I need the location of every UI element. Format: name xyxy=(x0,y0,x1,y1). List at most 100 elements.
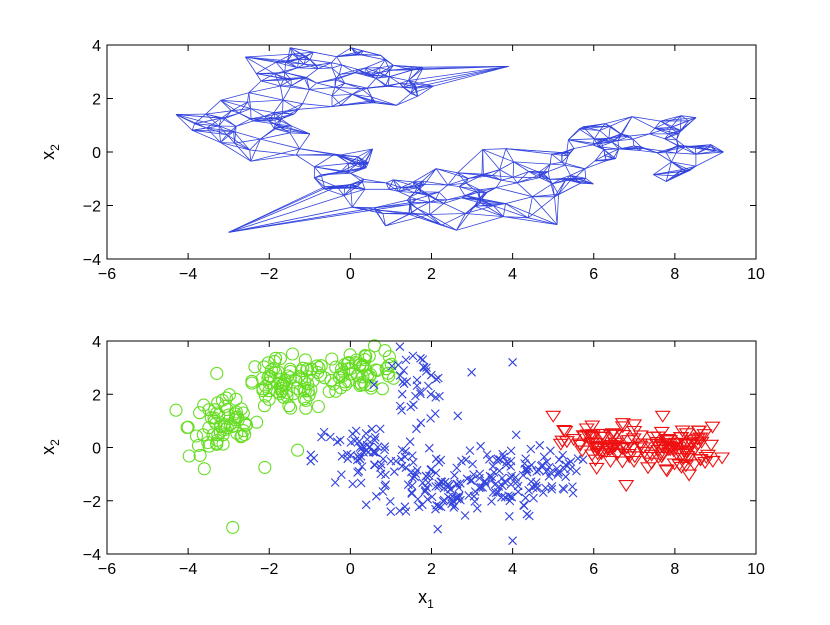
network-edge xyxy=(632,133,650,140)
network-edge xyxy=(221,110,232,119)
network-edge xyxy=(408,80,434,87)
network-edge xyxy=(458,186,466,196)
scatter-point-circle xyxy=(314,368,328,382)
network-edge xyxy=(412,181,418,189)
network-edge xyxy=(653,169,691,175)
network-edge xyxy=(364,67,372,76)
network-edge xyxy=(499,161,514,170)
network-edge xyxy=(416,187,422,193)
scatter-series-x xyxy=(306,342,588,546)
network-edge xyxy=(192,129,221,143)
scatter-point-circle xyxy=(297,392,311,406)
scatter-point-x xyxy=(547,484,557,494)
scatter-point-x xyxy=(487,475,497,485)
network-edge xyxy=(666,169,691,182)
network-xtick-label: 0 xyxy=(346,266,355,283)
network-edge xyxy=(250,154,297,162)
network-edge xyxy=(447,184,460,187)
network-edge xyxy=(664,138,677,141)
network-edge xyxy=(414,66,509,85)
scatter-point-x xyxy=(380,481,390,491)
network-edge xyxy=(283,72,286,79)
scatter-point-circle xyxy=(327,377,341,391)
scatter-point-x xyxy=(425,471,434,481)
scatter-point-x xyxy=(452,463,462,473)
network-edge xyxy=(340,167,363,172)
network-edge xyxy=(402,80,409,88)
scatter-point-triangle xyxy=(555,425,573,438)
scatter-point-x xyxy=(319,427,329,437)
network-edge xyxy=(678,145,697,155)
scatter-point-triangle xyxy=(625,455,643,468)
network-xtick-label: 8 xyxy=(670,266,679,283)
network-edge xyxy=(608,133,622,139)
scatter-point-circle xyxy=(343,348,357,362)
network-edge xyxy=(710,144,717,152)
scatter-point-x xyxy=(370,435,380,445)
network-edge xyxy=(226,131,234,135)
network-edge xyxy=(429,213,466,215)
scatter-point-x xyxy=(531,478,541,487)
scatter-point-x xyxy=(538,488,548,497)
scatter-point-circle xyxy=(210,366,224,380)
scatter-point-triangle xyxy=(685,435,702,448)
network-edge xyxy=(348,162,363,169)
scatter-xtick-label: 2 xyxy=(427,561,436,578)
scatter-point-x xyxy=(432,500,441,510)
network-edge xyxy=(231,108,251,112)
scatter-point-triangle xyxy=(714,452,731,465)
network-edge xyxy=(385,182,390,190)
network-edge xyxy=(598,146,605,150)
network-edge xyxy=(594,155,605,162)
network-edge xyxy=(566,139,569,152)
network-edge xyxy=(554,182,581,198)
scatter-point-circle xyxy=(273,373,287,387)
scatter-point-x xyxy=(399,379,409,389)
scatter-point-x xyxy=(467,476,477,485)
scatter-point-circle xyxy=(342,356,356,370)
network-edge xyxy=(656,152,672,163)
network-edge xyxy=(649,133,665,140)
network-edge xyxy=(570,175,586,179)
network-edge xyxy=(408,69,413,81)
network-edge xyxy=(264,116,282,120)
network-edge xyxy=(393,179,415,187)
scatter-point-x xyxy=(499,452,508,462)
network-edge xyxy=(393,65,423,68)
scatter-point-x xyxy=(427,492,437,502)
network-edge xyxy=(681,165,696,170)
network-edge xyxy=(584,160,596,170)
network-edge xyxy=(385,85,404,88)
network-edge xyxy=(220,142,252,162)
scatter-point-triangle xyxy=(607,440,624,453)
network-edge xyxy=(408,213,442,226)
scatter-point-triangle xyxy=(658,464,675,477)
network-edge xyxy=(250,118,270,122)
scatter-point-x xyxy=(369,380,379,390)
network-edge xyxy=(435,168,469,179)
network-edge xyxy=(245,56,275,75)
scatter-point-x xyxy=(537,461,546,471)
network-xtick-label: 6 xyxy=(589,266,598,283)
network-edge xyxy=(660,120,681,131)
network-edge xyxy=(379,65,394,69)
network-edge xyxy=(274,118,282,125)
scatter-point-triangle xyxy=(648,436,666,449)
scatter-point-triangle xyxy=(679,451,696,464)
network-edge xyxy=(676,152,696,155)
network-edge xyxy=(501,179,518,184)
network-edge xyxy=(175,114,193,131)
network-edge xyxy=(461,197,482,200)
network-edge xyxy=(583,126,600,131)
scatter-point-triangle xyxy=(666,458,683,471)
network-edge xyxy=(283,78,292,86)
network-edge xyxy=(338,155,365,163)
network-edge xyxy=(350,47,358,55)
network-edge xyxy=(388,179,394,190)
scatter-point-x xyxy=(519,501,529,510)
network-edge xyxy=(482,149,514,163)
network-edge xyxy=(505,148,563,153)
scatter-ytick-label: −2 xyxy=(83,494,101,511)
network-edge xyxy=(631,116,655,129)
network-edge xyxy=(438,184,449,193)
